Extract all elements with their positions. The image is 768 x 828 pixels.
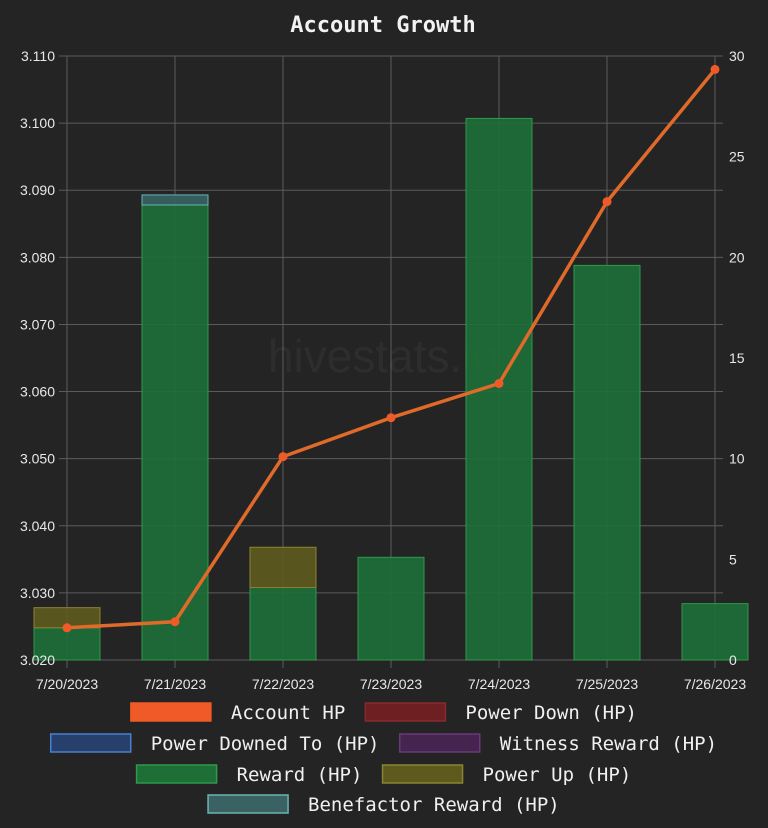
left-axis-tick-label: 3.060 [20,384,55,400]
legend-item-power-downed-to-hp[interactable]: Power Downed To (HP) [49,733,380,755]
legend-item-account-hp[interactable]: Account HP [130,702,345,724]
left-axis-tick-label: 3.080 [20,249,55,265]
right-axis-tick-label: 25 [729,149,745,165]
legend-swatch [364,702,447,722]
legend-label: Reward (HP) [237,764,363,786]
legend-swatch [135,764,218,784]
left-axis-ticks: 3.020 3.030 3.040 3.050 3.060 3.070 3.080 3.090… [20,48,55,668]
right-axis-tick-label: 5 [729,551,737,567]
x-axis-tick-label: 7/20/2023 [36,676,98,692]
right-axis-tick-label: 0 [729,652,737,668]
left-axis-tick-label: 3.030 [20,585,55,601]
legend-swatch [398,733,481,753]
bar-power-up-hp[interactable] [249,546,317,589]
bar-reward-hp[interactable] [141,204,209,661]
legend-label: Witness Reward (HP) [500,733,717,755]
x-axis-tick-label: 7/22/2023 [252,676,314,692]
x-axis-tick-label: 7/24/2023 [468,676,530,692]
legend-swatch [49,733,132,753]
legend-label: Account HP [231,702,345,724]
bar-reward-hp[interactable] [33,627,101,661]
x-axis-tick-label: 7/23/2023 [360,676,422,692]
legend-swatch [207,794,289,814]
account-hp-point[interactable] [62,623,72,633]
right-axis-ticks: 0 5 10 15 20 25 30 [729,48,745,668]
bar-reward-hp[interactable] [249,587,317,661]
watermark-text: hivestats.io [268,330,498,382]
legend-label: Benefactor Reward (HP) [308,794,560,816]
left-axis-tick-label: 3.090 [20,182,55,198]
x-axis-tick-label: 7/21/2023 [144,676,206,692]
chart-legend[interactable]: Account HP Power Down (HP) Power Downed To… [49,702,717,816]
legend-item-power-up-hp[interactable]: Power Up (HP) [381,764,632,786]
x-axis-tick-label: 7/25/2023 [576,676,638,692]
right-axis-tick-label: 30 [729,48,745,64]
left-axis-tick-label: 3.040 [20,518,55,534]
chart-title: Account Growth [290,13,475,38]
account-hp-point[interactable] [278,452,288,462]
left-axis-tick-label: 3.110 [21,48,55,64]
legend-label: Power Up (HP) [483,764,632,786]
legend-label: Power Down (HP) [465,702,637,724]
x-axis-ticks: 7/20/2023 7/21/2023 7/22/2023 7/23/2023 7/24… [36,676,746,692]
legend-swatch [381,764,464,784]
x-axis-tick-label: 7/26/2023 [684,676,746,692]
left-axis-tick-label: 3.050 [20,451,55,467]
bars-layer [33,117,749,661]
right-axis-tick-label: 10 [729,451,745,467]
account-hp-point[interactable] [170,617,180,627]
account-hp-point[interactable] [386,413,396,423]
legend-item-power-down-hp[interactable]: Power Down (HP) [364,702,637,724]
left-axis-tick-label: 3.020 [20,652,55,668]
line-layer [62,64,720,633]
bar-benefactor-reward-hp[interactable] [141,194,209,206]
right-axis-tick-label: 20 [729,249,745,265]
legend-label: Power Downed To (HP) [151,733,380,755]
account-hp-point[interactable] [602,197,612,207]
legend-item-witness-reward-hp[interactable]: Witness Reward (HP) [398,733,717,755]
left-axis-tick-label: 3.100 [20,115,55,131]
right-axis-tick-label: 15 [729,350,745,366]
bar-reward-hp[interactable] [681,603,749,661]
left-axis-tick-label: 3.070 [20,316,55,332]
bar-reward-hp[interactable] [573,264,641,661]
account-hp-point[interactable] [710,64,720,74]
legend-swatch [130,702,212,722]
account-hp-point[interactable] [494,379,504,389]
legend-item-reward-hp[interactable]: Reward (HP) [135,764,363,786]
bar-reward-hp[interactable] [357,556,425,661]
legend-item-benefactor-reward-hp[interactable]: Benefactor Reward (HP) [207,794,560,816]
